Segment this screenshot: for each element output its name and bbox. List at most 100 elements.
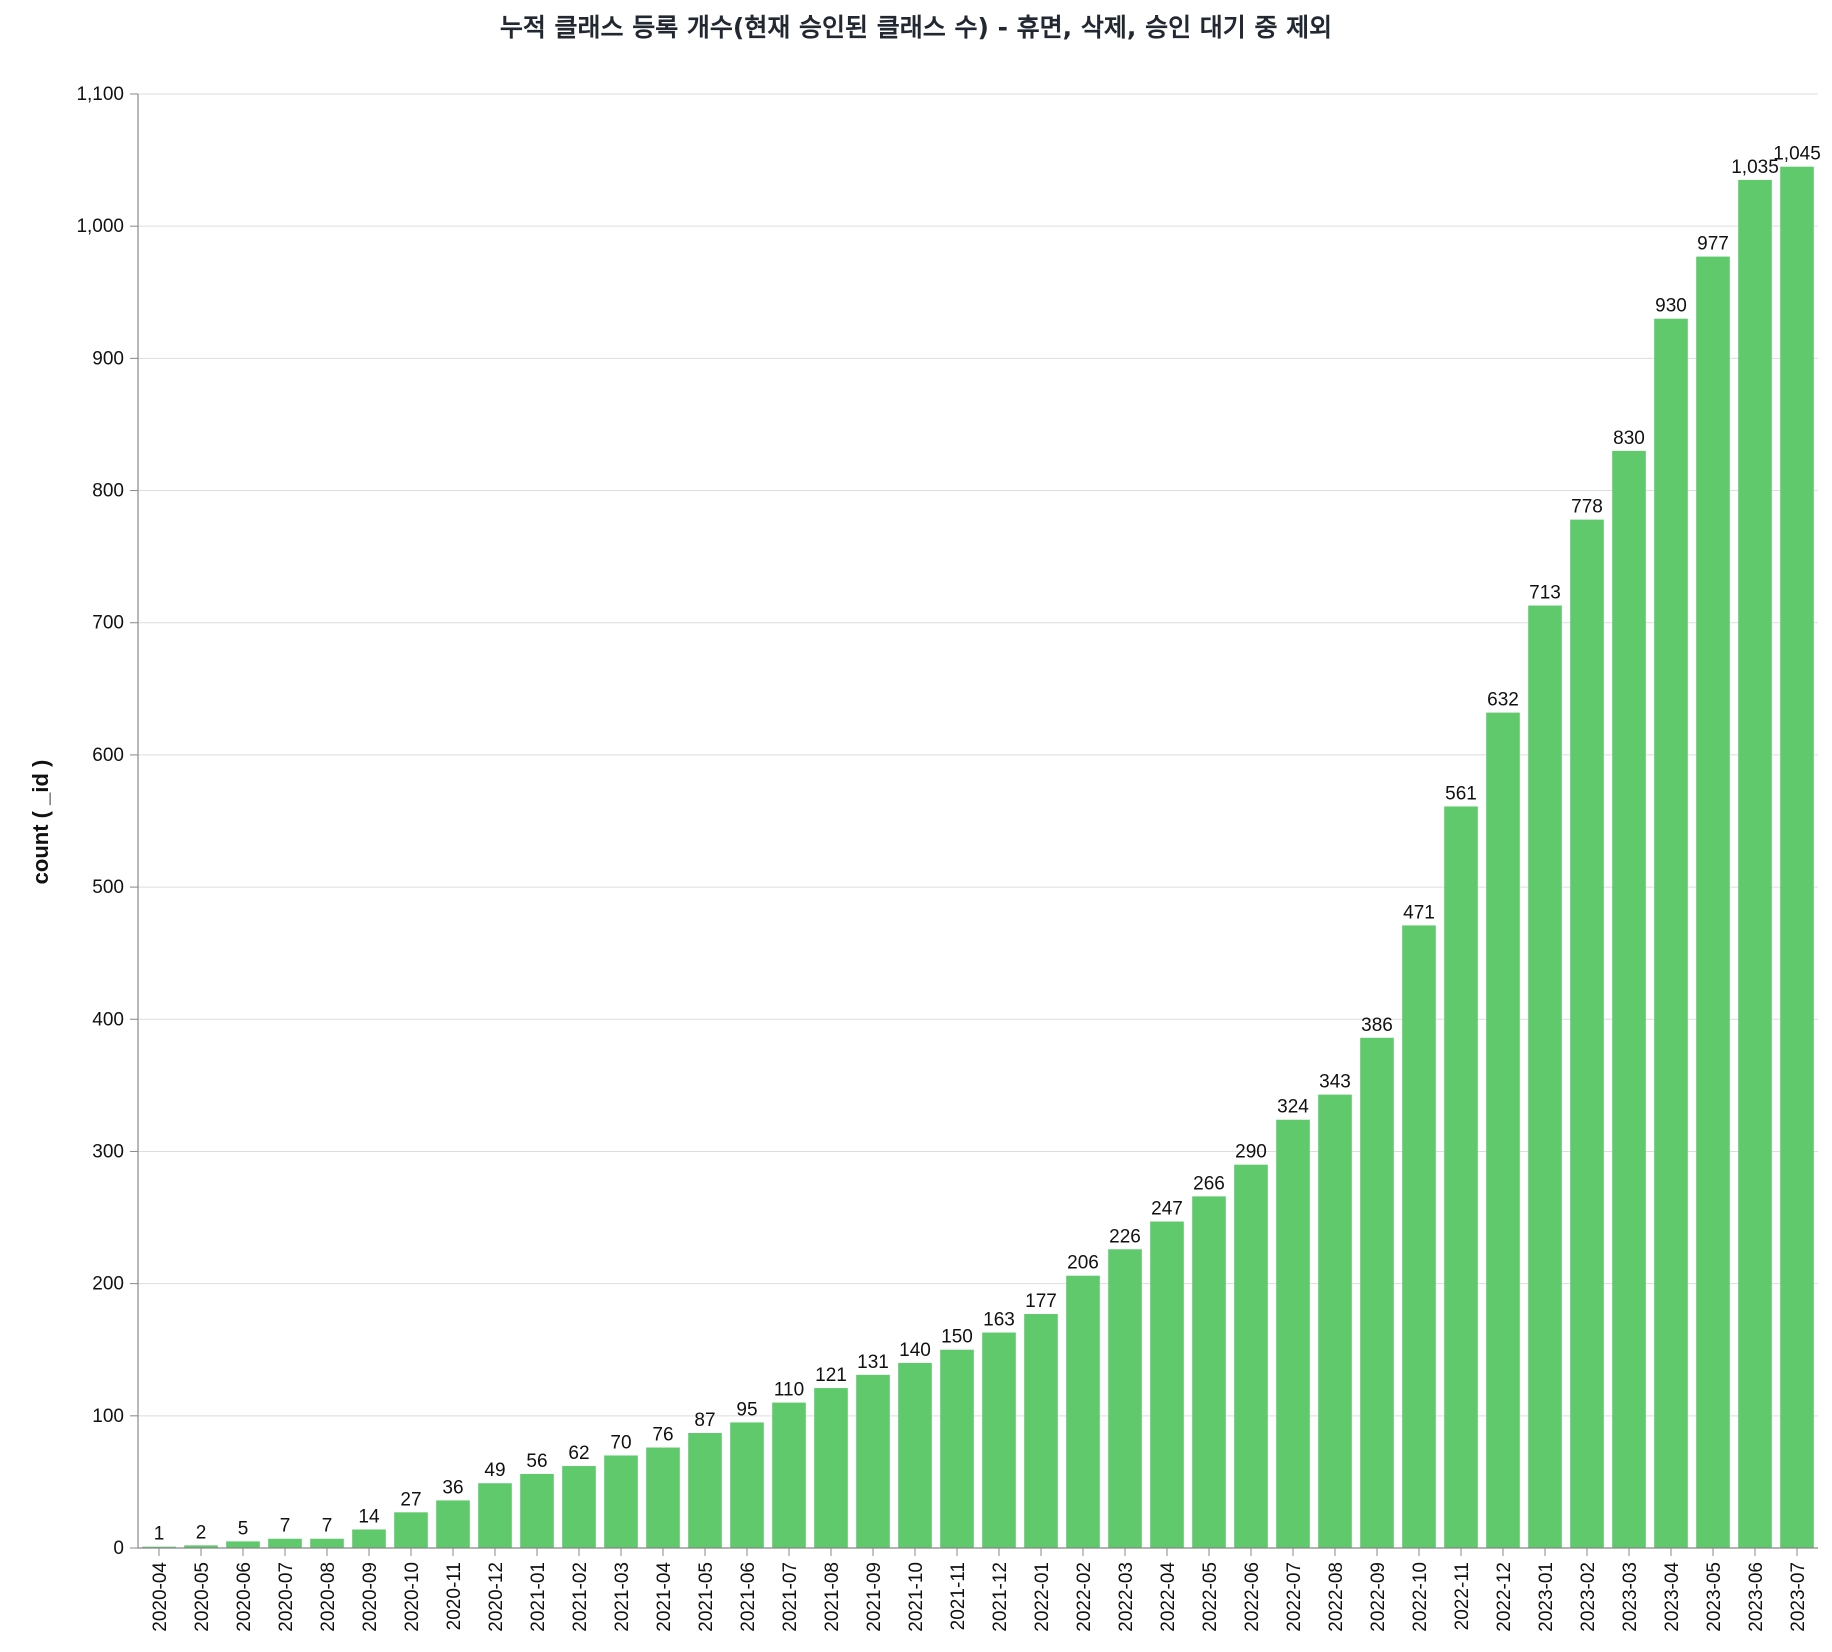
data-label: 324 — [1277, 1097, 1309, 1118]
x-tick-label: 2021-10 — [906, 1562, 927, 1632]
x-tick-label: 2021-07 — [780, 1562, 801, 1632]
bar — [646, 1447, 680, 1548]
bar — [1276, 1119, 1310, 1548]
bar — [1402, 925, 1436, 1548]
bar — [352, 1529, 386, 1548]
x-tick-label: 2022-02 — [1074, 1562, 1095, 1632]
x-tick-label: 2022-05 — [1200, 1562, 1221, 1632]
bar — [142, 1546, 176, 1548]
bar — [520, 1473, 554, 1548]
bar — [1486, 712, 1520, 1548]
data-label: 14 — [358, 1506, 380, 1527]
x-tick-labels: 2020-04 2020-05 2020-06 2020-07 2020-08 2020-… — [150, 1562, 1809, 1632]
x-tick-label: 2020-08 — [318, 1562, 339, 1632]
data-label: 206 — [1067, 1253, 1099, 1274]
y-tick-label: 0 — [113, 1538, 124, 1559]
y-tick-label: 1,100 — [76, 84, 124, 105]
bar — [1528, 605, 1562, 1548]
x-tick-label: 2021-05 — [696, 1562, 717, 1632]
data-label: 7 — [322, 1516, 333, 1537]
data-label: 5 — [238, 1518, 249, 1539]
data-label: 36 — [442, 1477, 463, 1498]
data-label: 76 — [652, 1425, 673, 1446]
x-tick-label: 2022-01 — [1032, 1562, 1053, 1632]
data-label: 163 — [983, 1310, 1015, 1331]
bar — [1318, 1094, 1352, 1548]
y-tick-label: 900 — [92, 348, 124, 369]
bar — [1360, 1037, 1394, 1548]
data-label: 140 — [899, 1340, 931, 1361]
data-label: 27 — [400, 1489, 421, 1510]
bar — [478, 1483, 512, 1548]
x-tick-label: 2020-10 — [402, 1562, 423, 1632]
y-tick-label: 300 — [92, 1141, 124, 1162]
data-label: 62 — [568, 1443, 589, 1464]
data-label: 713 — [1529, 583, 1561, 604]
x-tick-label: 2023-01 — [1536, 1562, 1557, 1632]
x-tick-label: 2021-03 — [612, 1562, 633, 1632]
data-label: 266 — [1193, 1173, 1225, 1194]
bar — [562, 1466, 596, 1548]
data-label: 1,035 — [1731, 157, 1779, 178]
x-tick-label: 2023-05 — [1704, 1562, 1725, 1632]
y-tick-label: 600 — [92, 745, 124, 766]
x-tick-label: 2022-08 — [1326, 1562, 1347, 1632]
x-tick-label: 2021-06 — [738, 1562, 759, 1632]
bar — [730, 1422, 764, 1548]
bar — [1234, 1164, 1268, 1548]
chart-title: 누적 클래스 등록 개수(현재 승인된 클래스 수) - 휴면, 삭제, 승인 … — [499, 13, 1333, 42]
data-label: 1 — [154, 1524, 165, 1545]
x-tick-label: 2022-07 — [1284, 1562, 1305, 1632]
data-label: 150 — [941, 1327, 973, 1348]
x-tick-label: 2020-09 — [360, 1562, 381, 1632]
x-tick-label: 2021-12 — [990, 1562, 1011, 1632]
bar — [1654, 318, 1688, 1548]
x-tick-label: 2021-08 — [822, 1562, 843, 1632]
bar — [1108, 1249, 1142, 1548]
bar — [184, 1545, 218, 1548]
x-tick-label: 2022-03 — [1116, 1562, 1137, 1632]
x-tick-label: 2021-01 — [528, 1562, 549, 1632]
x-tick-label: 2023-06 — [1746, 1562, 1767, 1632]
data-label: 386 — [1361, 1015, 1393, 1036]
gridlines — [138, 93, 1818, 1549]
x-tick-label: 2022-09 — [1368, 1562, 1389, 1632]
bar — [394, 1512, 428, 1548]
data-label: 95 — [736, 1399, 757, 1420]
data-label: 177 — [1025, 1291, 1057, 1312]
data-label: 7 — [280, 1516, 291, 1537]
x-tick-label: 2020-05 — [192, 1562, 213, 1632]
data-label: 110 — [774, 1380, 804, 1401]
x-tick-label: 2023-03 — [1620, 1562, 1641, 1632]
y-tick-labels: 0 100 200 300 400 500 600 700 800 900 1,000 1,100 — [76, 84, 124, 1559]
bar — [856, 1374, 890, 1548]
y-tick-label: 200 — [92, 1274, 124, 1295]
axes — [130, 93, 1818, 1556]
data-label: 778 — [1571, 497, 1603, 518]
bar — [772, 1402, 806, 1548]
data-label: 930 — [1655, 296, 1687, 317]
bar — [814, 1388, 848, 1548]
bar — [604, 1455, 638, 1548]
data-labels: 1 2 5 7 7 14 27 36 49 56 62 70 76 87 95 110 121 131 140 150… — [154, 144, 1821, 1545]
data-label: 56 — [526, 1451, 547, 1472]
bar — [1612, 450, 1646, 1549]
data-label: 247 — [1151, 1199, 1183, 1220]
bar — [1780, 166, 1814, 1549]
bar — [982, 1332, 1016, 1548]
x-tick-label: 2022-10 — [1410, 1562, 1431, 1632]
x-tick-label: 2020-06 — [234, 1562, 255, 1632]
y-tick-label: 500 — [92, 877, 124, 898]
data-label: 632 — [1487, 690, 1519, 711]
y-tick-label: 400 — [92, 1009, 124, 1030]
y-tick-label: 800 — [92, 481, 124, 502]
bar — [688, 1433, 722, 1548]
bar — [436, 1500, 470, 1548]
x-tick-label: 2021-02 — [570, 1562, 591, 1632]
bar — [1738, 179, 1772, 1548]
bar — [1066, 1275, 1100, 1548]
x-tick-label: 2022-12 — [1494, 1562, 1515, 1632]
data-label: 226 — [1109, 1226, 1141, 1247]
data-label: 131 — [857, 1352, 889, 1373]
